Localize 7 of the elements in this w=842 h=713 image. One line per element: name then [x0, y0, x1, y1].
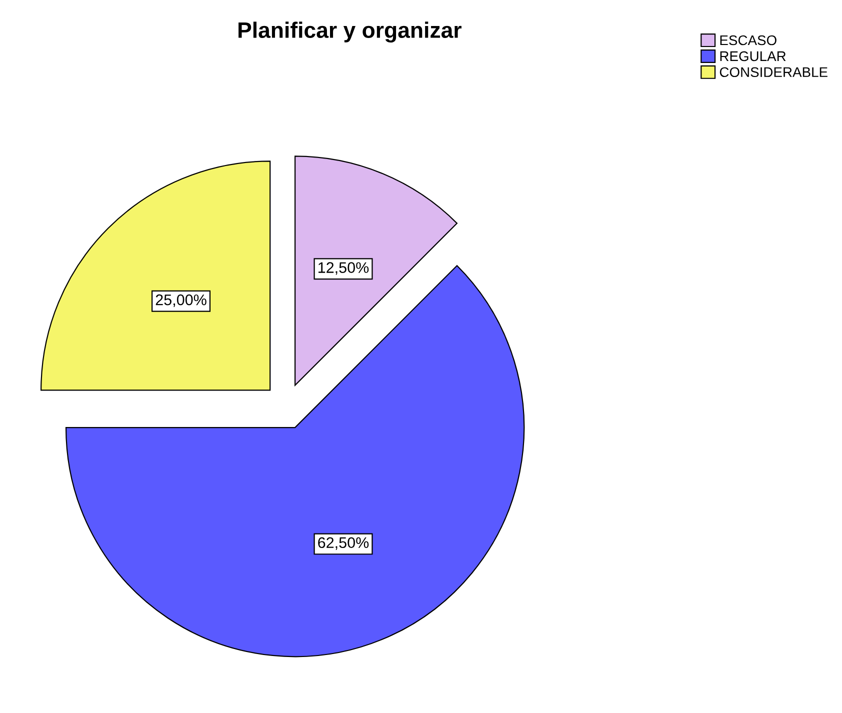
legend-label: REGULAR [720, 51, 786, 62]
chart-title: Planificar y organizar [238, 22, 462, 42]
legend-label: CONSIDERABLE [720, 67, 828, 78]
data-label: 25,00% [156, 294, 206, 308]
data-label: 12,50% [318, 262, 369, 275]
data-label: 62,50% [318, 537, 369, 550]
legend-label: ESCASO [720, 35, 776, 46]
